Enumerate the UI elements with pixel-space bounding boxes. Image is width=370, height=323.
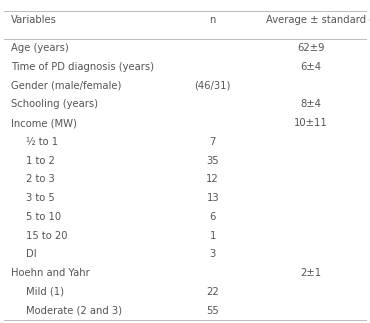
Text: 5 to 10: 5 to 10 <box>26 212 61 222</box>
Text: Average ± standard deviation: Average ± standard deviation <box>266 15 370 25</box>
Text: 10±11: 10±11 <box>294 118 328 128</box>
Text: 22: 22 <box>206 287 219 297</box>
Text: 55: 55 <box>206 306 219 316</box>
Text: Gender (male/female): Gender (male/female) <box>11 81 121 91</box>
Text: 6±4: 6±4 <box>300 62 321 72</box>
Text: DI: DI <box>26 249 37 259</box>
Text: 1 to 2: 1 to 2 <box>26 156 55 166</box>
Text: (46/31): (46/31) <box>195 81 231 91</box>
Text: Mild (1): Mild (1) <box>26 287 64 297</box>
Text: 7: 7 <box>209 137 216 147</box>
Text: Income (MW): Income (MW) <box>11 118 77 128</box>
Text: 12: 12 <box>206 174 219 184</box>
Text: 1: 1 <box>209 231 216 241</box>
Text: 3: 3 <box>210 249 216 259</box>
Text: 3 to 5: 3 to 5 <box>26 193 55 203</box>
Text: 13: 13 <box>206 193 219 203</box>
Text: Moderate (2 and 3): Moderate (2 and 3) <box>26 306 122 316</box>
Text: Variables: Variables <box>11 15 57 25</box>
Text: 15 to 20: 15 to 20 <box>26 231 67 241</box>
Text: 6: 6 <box>209 212 216 222</box>
Text: Age (years): Age (years) <box>11 43 69 53</box>
Text: n: n <box>209 15 216 25</box>
Text: ½ to 1: ½ to 1 <box>26 137 58 147</box>
Text: Time of PD diagnosis (years): Time of PD diagnosis (years) <box>11 62 154 72</box>
Text: 2 to 3: 2 to 3 <box>26 174 55 184</box>
Text: Hoehn and Yahr: Hoehn and Yahr <box>11 268 90 278</box>
Text: 35: 35 <box>206 156 219 166</box>
Text: 62±9: 62±9 <box>297 43 324 53</box>
Text: 2±1: 2±1 <box>300 268 322 278</box>
Text: 8±4: 8±4 <box>300 99 321 109</box>
Text: Schooling (years): Schooling (years) <box>11 99 98 109</box>
